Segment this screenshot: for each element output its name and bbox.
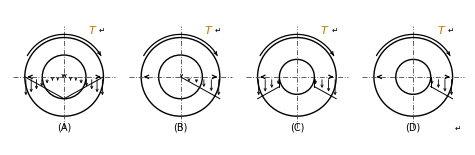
Text: $T$: $T$ [204,24,214,35]
Text: $T$: $T$ [437,24,446,35]
Text: (B): (B) [173,123,188,133]
Text: (A): (A) [57,123,71,133]
Text: ↵: ↵ [455,124,461,133]
Text: ↵: ↵ [332,25,338,34]
Text: ↵: ↵ [448,25,454,34]
Text: ↵: ↵ [99,25,105,34]
Text: $T$: $T$ [88,24,97,35]
Text: $T$: $T$ [321,24,330,35]
Text: ↵: ↵ [215,25,221,34]
Text: (D): (D) [406,123,421,133]
Text: (C): (C) [290,123,304,133]
